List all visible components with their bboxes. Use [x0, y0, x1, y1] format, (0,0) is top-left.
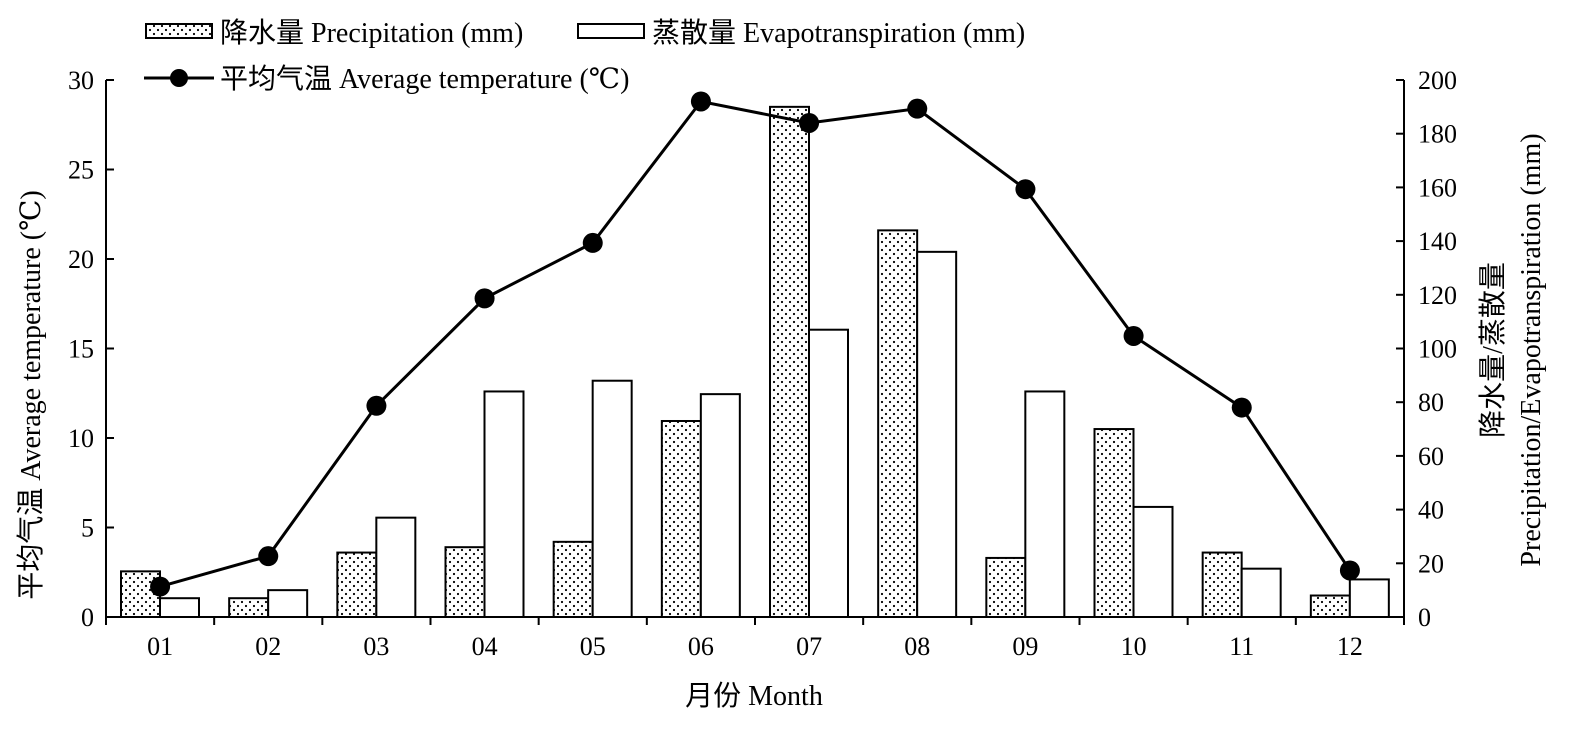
- x-tick-label: 11: [1229, 632, 1254, 661]
- left-y-tick-label: 20: [68, 245, 94, 274]
- x-tick-label: 08: [904, 632, 930, 661]
- x-tick-label: 09: [1012, 632, 1038, 661]
- precipitation-bar-04: [444, 546, 486, 618]
- left-y-tick-label: 30: [68, 66, 94, 95]
- x-axis-title: 月份 Month: [685, 680, 823, 712]
- temperature-point-05: [582, 232, 603, 253]
- temperature-point-07: [799, 112, 820, 133]
- left-y-tick-label: 15: [68, 335, 94, 364]
- plot-frame: [105, 80, 1405, 618]
- temperature-point-02: [258, 546, 279, 567]
- precipitation-bar-07: [769, 105, 810, 618]
- precipitation-bar-11: [1201, 551, 1243, 618]
- left-y-tick-label: 0: [81, 603, 94, 632]
- x-tick-label: 07: [796, 632, 822, 661]
- legend-swatch-evapotranspiration: [577, 23, 645, 39]
- right-y-tick-label: 20: [1418, 549, 1444, 578]
- precipitation-bar-12: [1309, 594, 1351, 619]
- temperature-point-04: [474, 288, 495, 309]
- legend-item-evapotranspiration: 蒸散量 Evapotranspiration (mm): [577, 17, 1025, 49]
- evapotranspiration-bar-08: [916, 250, 958, 618]
- precipitation-bar-08: [877, 229, 919, 619]
- x-tick-label: 01: [147, 632, 173, 661]
- legend-label-precipitation: 降水量 Precipitation (mm): [220, 17, 523, 49]
- precipitation-bar-09: [985, 556, 1027, 618]
- evapotranspiration-bar-06: [699, 393, 741, 618]
- legend-label-temperature: 平均气温 Average temperature (℃): [220, 63, 629, 95]
- right-y-tick-label: 140: [1418, 227, 1457, 256]
- temperature-line: [159, 99, 1352, 589]
- x-tick-label: 03: [363, 632, 389, 661]
- left-y-tick-label: 10: [68, 424, 94, 453]
- x-tick-label: 05: [580, 632, 606, 661]
- temperature-point-09: [1015, 179, 1036, 200]
- precipitation-bar-06: [660, 419, 702, 618]
- right-y-tick-label: 60: [1418, 442, 1444, 471]
- precipitation-bar-01: [120, 570, 161, 618]
- temperature-point-03: [366, 395, 387, 416]
- temperature-point-01: [150, 576, 171, 597]
- legend-item-temperature: 平均气温 Average temperature (℃): [144, 63, 629, 95]
- x-tick-label: 10: [1121, 632, 1147, 661]
- temperature-point-10: [1123, 325, 1144, 346]
- left-y-tick-label: 25: [68, 156, 94, 185]
- evapotranspiration-bar-05: [591, 379, 633, 618]
- evapotranspiration-bar-07: [808, 328, 849, 618]
- legend-swatch-precipitation: [145, 23, 213, 39]
- axes-layer: 0510152025300204060801001201401601802000…: [68, 66, 1457, 661]
- precipitation-bar-02: [228, 597, 270, 619]
- right-y-axis-title-line1: 降水量/蒸散量: [1477, 262, 1509, 438]
- evapotranspiration-bar-10: [1132, 505, 1174, 619]
- evapotranspiration-bar-02: [267, 589, 309, 619]
- x-tick-label: 06: [688, 632, 714, 661]
- right-y-tick-label: 120: [1418, 281, 1457, 310]
- x-tick-label: 02: [255, 632, 281, 661]
- right-y-tick-label: 80: [1418, 388, 1444, 417]
- precipitation-bar-03: [336, 551, 378, 618]
- bars-layer: [120, 105, 1390, 619]
- legend-swatch-temperature-marker: [170, 69, 188, 87]
- evapotranspiration-bar-11: [1240, 567, 1282, 618]
- right-y-tick-label: 180: [1418, 120, 1457, 149]
- legend-label-evapotranspiration: 蒸散量 Evapotranspiration (mm): [652, 17, 1025, 49]
- temperature-point-11: [1231, 397, 1252, 418]
- evapotranspiration-bar-09: [1024, 390, 1066, 618]
- legend: 降水量 Precipitation (mm) 蒸散量 Evapotranspir…: [144, 17, 1025, 95]
- left-y-tick-label: 5: [81, 514, 94, 543]
- legend-item-precipitation: 降水量 Precipitation (mm): [145, 17, 523, 49]
- right-y-tick-label: 0: [1418, 603, 1431, 632]
- evapotranspiration-bar-01: [159, 597, 200, 619]
- precipitation-bar-05: [552, 540, 594, 619]
- x-tick-label: 04: [472, 632, 498, 661]
- x-tick-label: 12: [1337, 632, 1363, 661]
- right-y-tick-label: 200: [1418, 66, 1457, 95]
- evapotranspiration-bar-04: [483, 390, 525, 618]
- temperature-point-12: [1339, 560, 1360, 581]
- left-y-axis-title: 平均气温 Average temperature (℃): [15, 190, 47, 599]
- temperature-line-layer: [150, 91, 1360, 597]
- right-y-axis-title-line2: Precipitation/Evapotranspiration (mm): [1516, 133, 1547, 566]
- right-y-tick-label: 40: [1418, 496, 1444, 525]
- temperature-point-08: [907, 98, 928, 119]
- evapotranspiration-bar-03: [375, 516, 417, 619]
- evapotranspiration-bar-12: [1348, 578, 1390, 618]
- temperature-point-06: [690, 91, 711, 112]
- right-y-tick-label: 100: [1418, 335, 1457, 364]
- precipitation-bar-10: [1093, 428, 1135, 618]
- right-y-tick-label: 160: [1418, 173, 1457, 202]
